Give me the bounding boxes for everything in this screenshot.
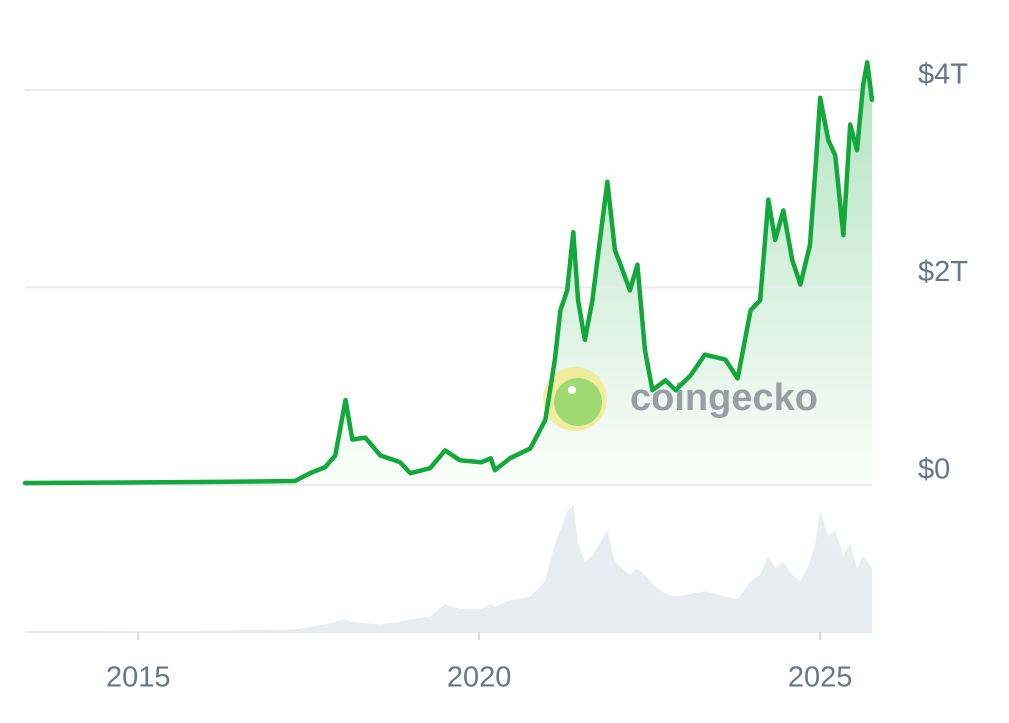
logo-eye	[568, 386, 576, 394]
x-tick-label: 2025	[788, 662, 853, 694]
x-tick-label: 2015	[106, 662, 171, 694]
y-tick-label: $0	[918, 454, 950, 486]
volume-area	[25, 505, 872, 632]
y-tick-label: $2T	[918, 256, 968, 288]
price-area	[25, 62, 872, 485]
price-line	[22, 60, 875, 486]
y-tick-label: $4T	[918, 59, 968, 91]
x-tick-label: 2020	[447, 662, 512, 694]
logo-inner	[554, 378, 602, 426]
